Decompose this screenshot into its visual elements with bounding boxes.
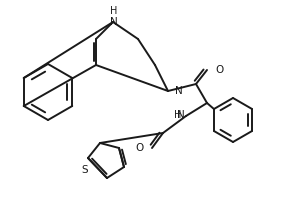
Text: N: N (177, 110, 185, 120)
Text: S: S (82, 165, 88, 175)
Text: H: H (174, 110, 181, 120)
Text: N: N (110, 17, 118, 27)
Text: O: O (215, 65, 223, 75)
Text: H: H (110, 6, 118, 16)
Text: O: O (136, 143, 144, 153)
Text: N: N (175, 86, 183, 96)
